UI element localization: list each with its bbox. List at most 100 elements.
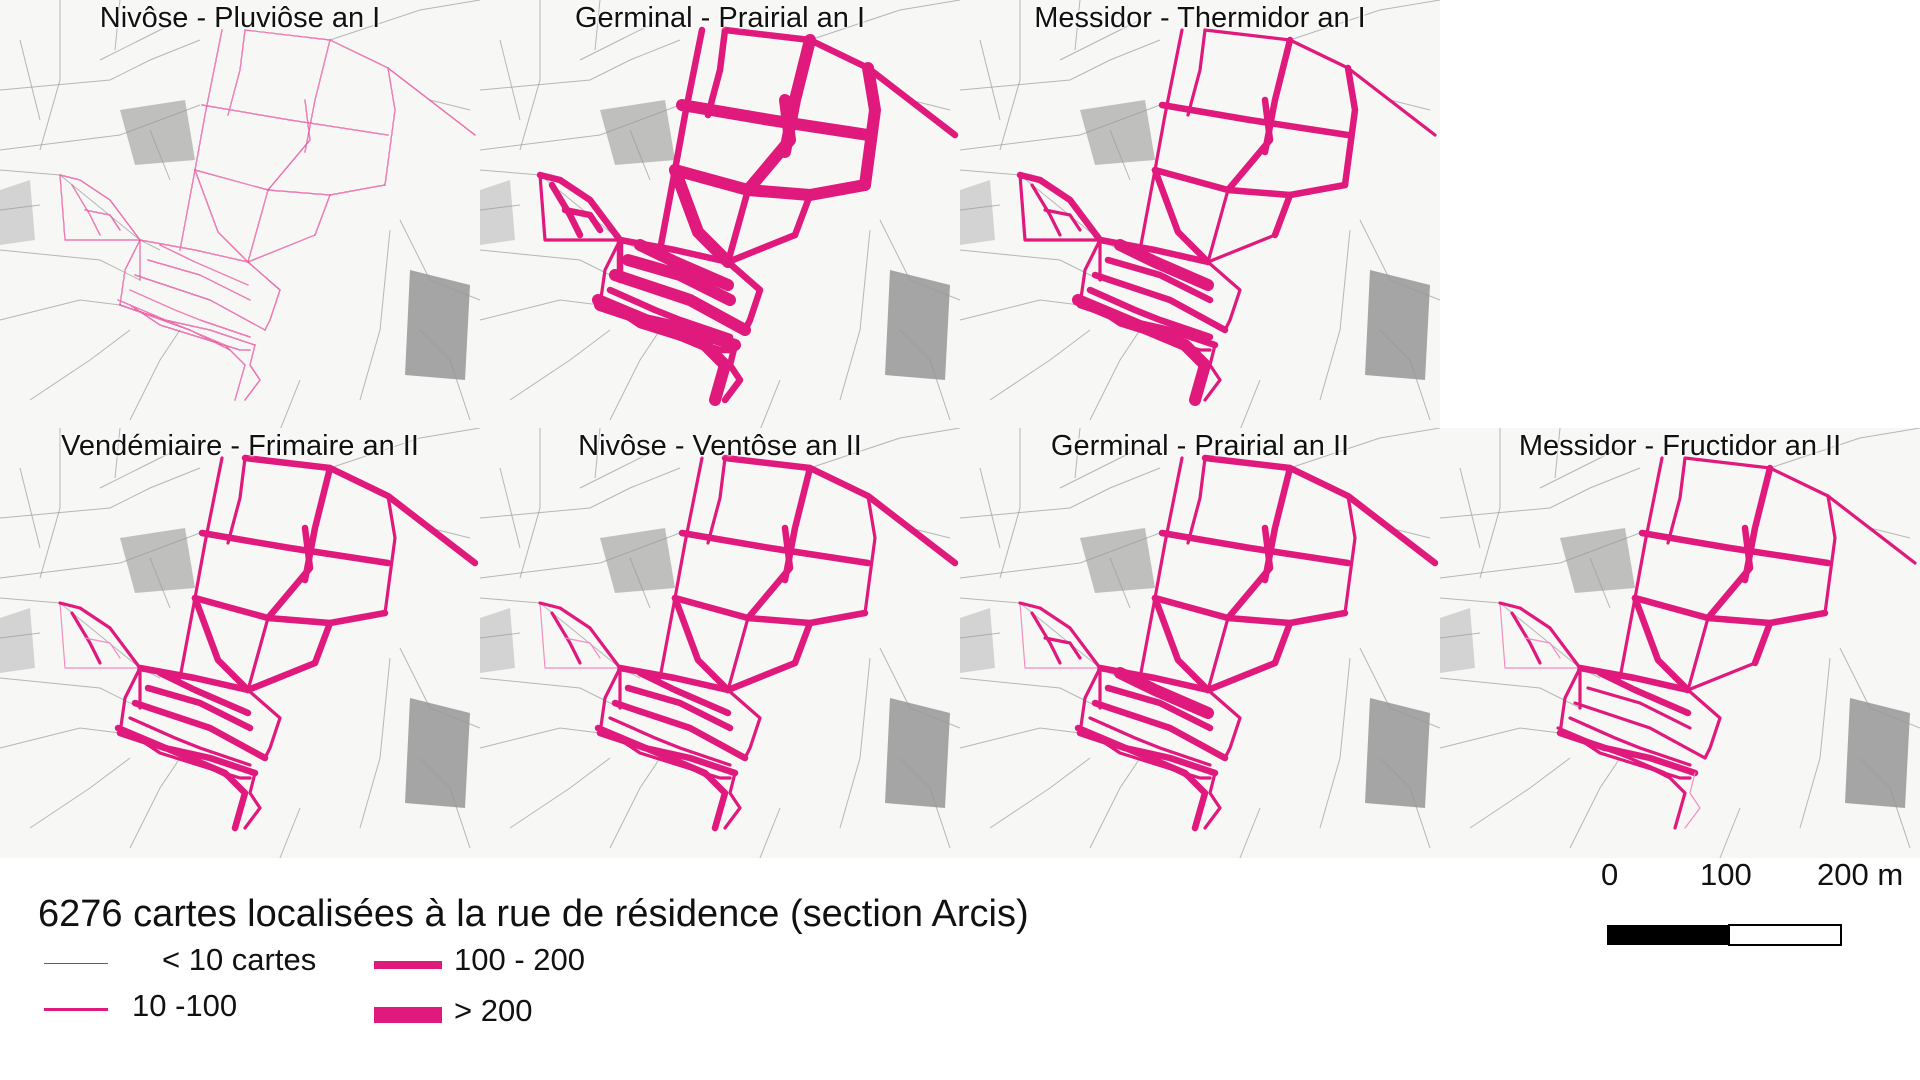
- base-map-street: [99, 19, 181, 61]
- street-inner: [159, 244, 249, 286]
- base-map-street: [899, 757, 951, 849]
- street-segment: [246, 616, 270, 692]
- street-segment: [724, 186, 752, 266]
- legend-swatch: [44, 963, 108, 964]
- street-segment: [264, 609, 389, 627]
- street-inner: [304, 39, 331, 153]
- base-map-street: [989, 757, 1091, 829]
- street-segment: [658, 456, 704, 680]
- street-inner: [267, 184, 386, 196]
- base-map-street: [1059, 19, 1141, 61]
- map-svg: [960, 0, 1440, 430]
- base-map-street: [480, 249, 621, 281]
- building-block: [480, 180, 515, 245]
- street-segment: [791, 191, 814, 239]
- street-segment: [1206, 616, 1230, 692]
- street-inner: [201, 104, 389, 136]
- street-segment: [1138, 456, 1184, 680]
- base-map-street: [609, 757, 661, 849]
- base-map-street: [129, 757, 181, 849]
- base-map-street: [629, 557, 651, 609]
- street-segment: [1224, 524, 1274, 622]
- street-inner: [119, 239, 141, 306]
- street-segment: [267, 99, 311, 191]
- map-svg: [480, 0, 960, 430]
- legend-swatch: [374, 961, 442, 969]
- legend-swatch: [44, 1008, 108, 1011]
- base-map-street: [839, 229, 871, 401]
- base-map-street: [1769, 428, 1920, 469]
- street-segment: [1203, 771, 1222, 830]
- base-map-street: [149, 557, 171, 609]
- street-segment: [1114, 667, 1214, 719]
- street-segment: [84, 637, 121, 659]
- street-segment: [243, 771, 262, 830]
- street-segment: [1114, 239, 1214, 291]
- street-segment: [671, 594, 732, 694]
- street-segment: [564, 637, 601, 659]
- base-map-street: [759, 379, 781, 430]
- base-map-street: [399, 219, 480, 301]
- street-segment: [1138, 28, 1184, 252]
- street-segment: [58, 601, 142, 670]
- street-inner: [247, 189, 269, 263]
- street-segment: [241, 454, 479, 567]
- street-segment: [1030, 611, 1062, 665]
- base-map-street: [1440, 677, 1581, 709]
- building-block: [960, 608, 995, 673]
- street-segment: [1573, 701, 1707, 760]
- base-map-street: [1089, 757, 1141, 849]
- street-segment: [723, 771, 742, 830]
- base-map-street: [19, 467, 41, 549]
- base-map-street: [979, 467, 1001, 549]
- street-inner: [119, 304, 231, 351]
- street-segment: [1016, 171, 1104, 244]
- building-block: [0, 180, 35, 245]
- base-map-street: [1074, 0, 1081, 51]
- street-segment: [1586, 686, 1692, 730]
- street-segment: [706, 456, 727, 545]
- street-segment: [244, 659, 319, 694]
- base-map-street: [1319, 657, 1351, 829]
- street-segment: [598, 666, 622, 735]
- base-map-street: [629, 129, 651, 181]
- base-map-street: [1109, 557, 1131, 609]
- base-map-street: [480, 532, 681, 579]
- street-inner: [134, 274, 266, 331]
- map-panel: Messidor - Fructidor an II: [1440, 428, 1920, 858]
- street-segment: [1151, 594, 1212, 694]
- building-block: [1440, 608, 1475, 673]
- street-segment: [1201, 454, 1439, 567]
- legend-label: > 200: [454, 993, 533, 1028]
- street-segment: [267, 184, 386, 196]
- hotel-de-ville-block: [1365, 270, 1430, 380]
- base-map-street: [129, 329, 181, 421]
- street-segment: [191, 594, 272, 622]
- base-map-street: [480, 677, 621, 709]
- street-segment: [550, 611, 582, 665]
- base-map-street: [579, 19, 661, 61]
- legend-label: 100 - 200: [454, 942, 585, 977]
- street-segment: [1558, 731, 1672, 780]
- street-inner: [119, 304, 256, 346]
- base-map-street: [960, 467, 1161, 519]
- street-inner: [84, 209, 121, 231]
- base-map-street: [480, 632, 521, 639]
- street-segment: [538, 601, 622, 670]
- base-map-street: [1459, 467, 1481, 549]
- street-inner: [117, 299, 246, 401]
- street-segment: [1074, 724, 1209, 832]
- street-segment: [1224, 96, 1274, 194]
- hotel-de-ville-block: [405, 698, 470, 808]
- hotel-de-ville-block: [405, 270, 470, 380]
- base-map-street: [960, 39, 1161, 91]
- base-map-street: [960, 677, 1101, 709]
- base-map-street: [329, 428, 480, 469]
- base-map-street: [399, 647, 480, 729]
- building-block: [960, 180, 995, 245]
- base-map-street: [0, 727, 121, 749]
- street-segment: [1030, 183, 1062, 237]
- map-svg: [0, 428, 480, 858]
- base-map-street: [1469, 757, 1571, 829]
- base-map-street: [1289, 428, 1440, 469]
